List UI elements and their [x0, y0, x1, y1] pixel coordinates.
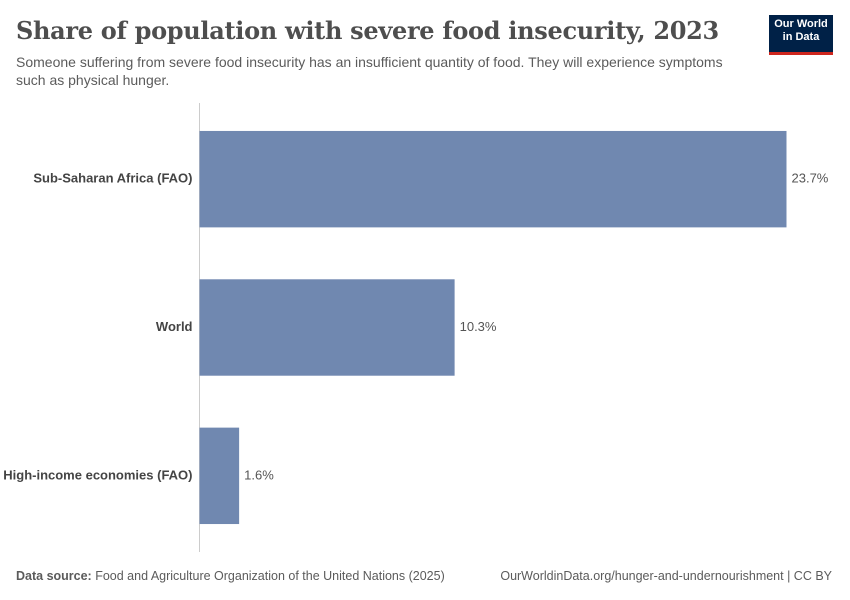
category-label: Sub-Saharan Africa (FAO) — [33, 171, 192, 186]
bar — [199, 279, 455, 376]
footer-source: Data source: Food and Agriculture Organi… — [16, 569, 445, 583]
source-label: Data source: — [16, 569, 92, 583]
source-text: Food and Agriculture Organization of the… — [95, 569, 445, 583]
footer-link[interactable]: OurWorldinData.org/hunger-and-undernouri… — [500, 569, 832, 583]
chart-subtitle: Someone suffering from severe food insec… — [16, 54, 723, 88]
value-label: 10.3% — [460, 319, 497, 334]
bar — [199, 130, 787, 228]
bar — [199, 427, 240, 525]
logo[interactable]: Our World in Data — [769, 15, 833, 55]
category-label: High-income economies (FAO) — [3, 467, 192, 482]
category-label: World — [156, 319, 193, 334]
value-label: 23.7% — [792, 171, 829, 186]
value-label: 1.6% — [244, 467, 274, 482]
chart-title: Share of population with severe food ins… — [16, 16, 719, 45]
